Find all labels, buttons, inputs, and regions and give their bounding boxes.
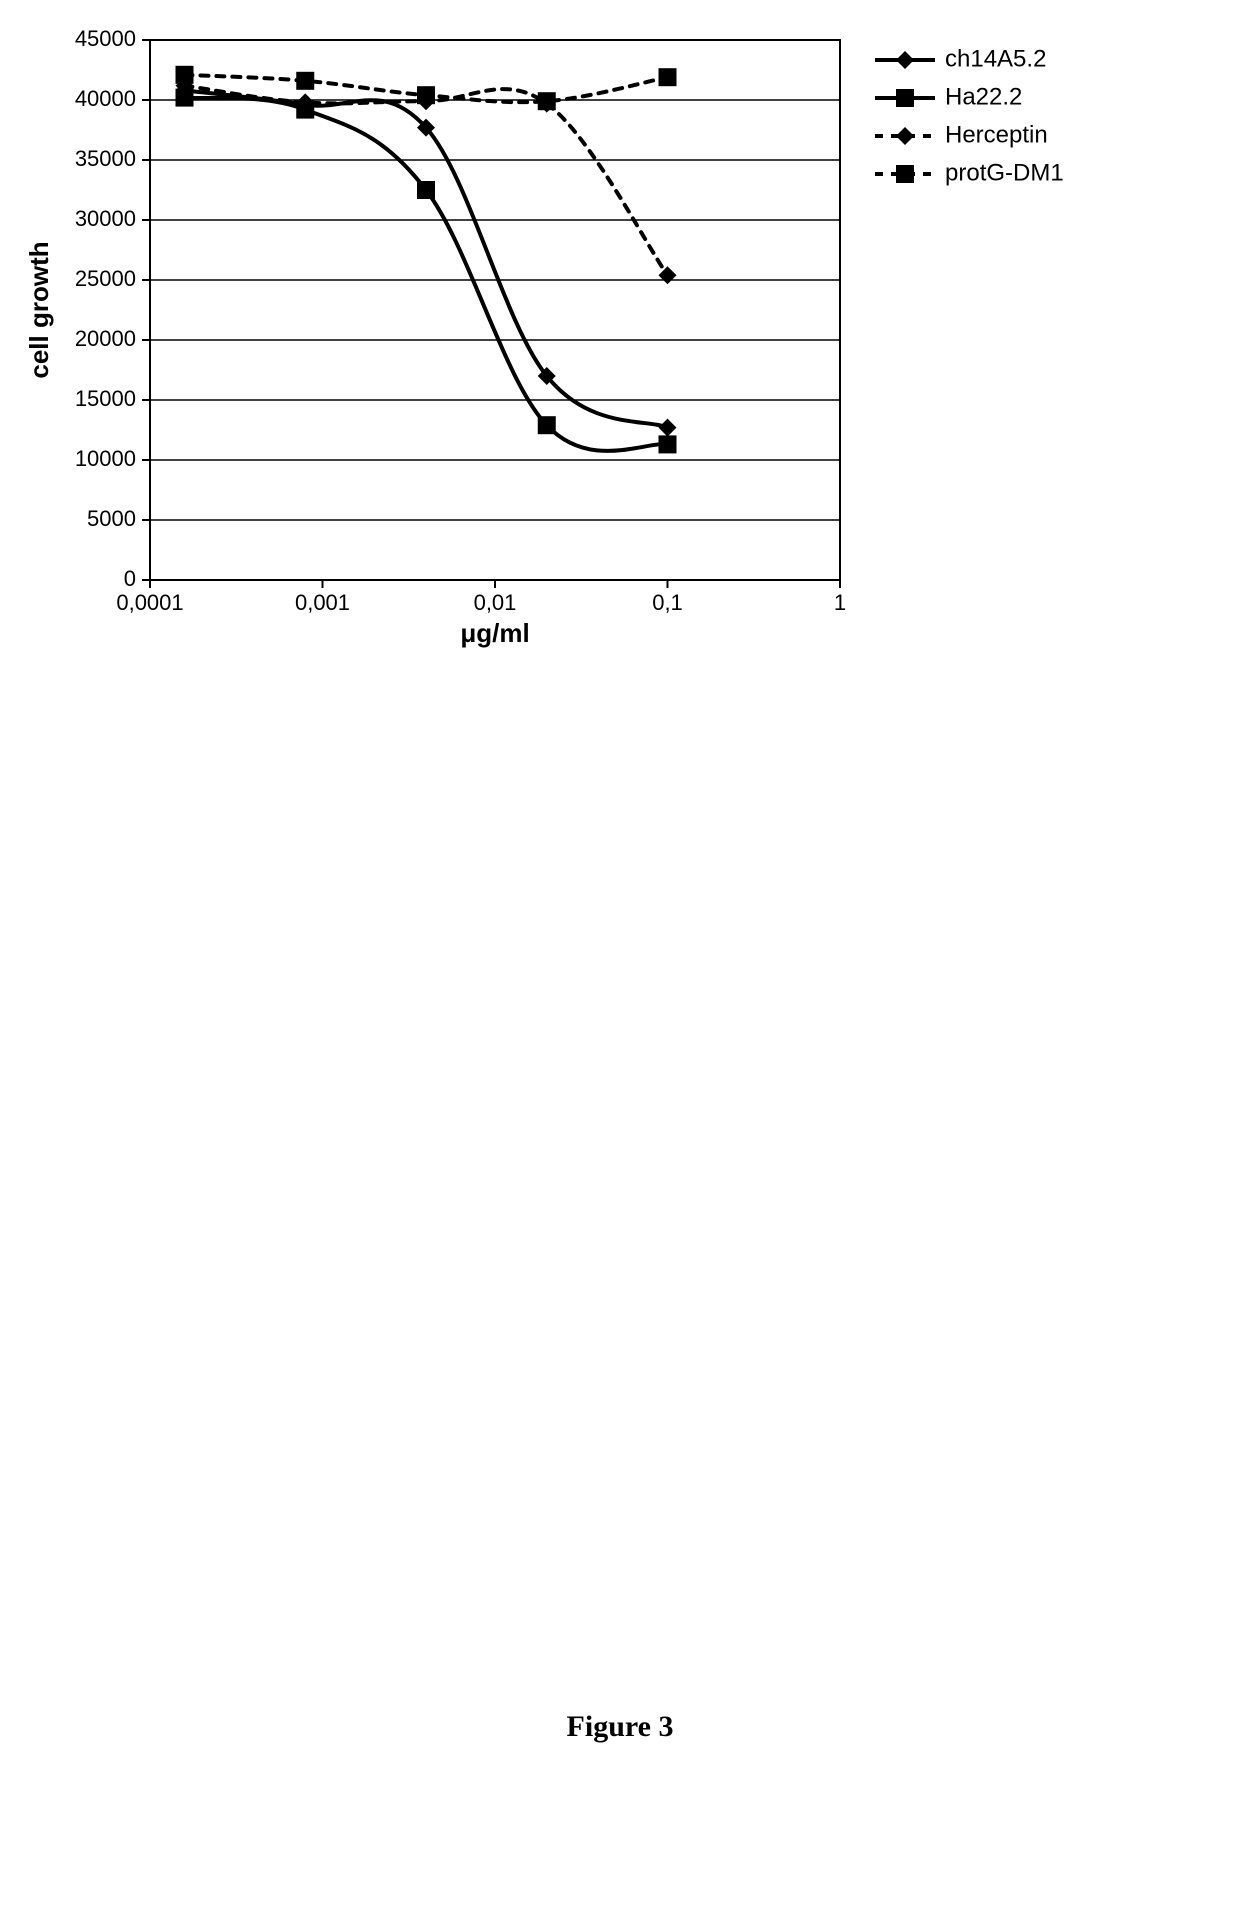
svg-text:ch14A5.2: ch14A5.2: [945, 45, 1046, 72]
svg-text:cell growth: cell growth: [24, 241, 54, 378]
svg-text:0: 0: [124, 566, 136, 591]
svg-text:30000: 30000: [75, 206, 136, 231]
svg-text:0,01: 0,01: [474, 590, 517, 615]
svg-text:Ha22.2: Ha22.2: [945, 83, 1022, 110]
svg-text:20000: 20000: [75, 326, 136, 351]
svg-text:25000: 25000: [75, 266, 136, 291]
chart-legend: ch14A5.2 Ha22.2 Herceptin protG-DM1: [870, 20, 1130, 240]
svg-text:15000: 15000: [75, 386, 136, 411]
svg-text:1: 1: [834, 590, 846, 615]
svg-text:protG-DM1: protG-DM1: [945, 159, 1064, 186]
svg-text:10000: 10000: [75, 446, 136, 471]
svg-text:Herceptin: Herceptin: [945, 121, 1048, 148]
svg-text:0,0001: 0,0001: [116, 590, 183, 615]
svg-text:0,1: 0,1: [652, 590, 683, 615]
svg-text:35000: 35000: [75, 146, 136, 171]
svg-text:5000: 5000: [87, 506, 136, 531]
chart-container: 0 5000 10000 15000 20000 25000 30000 35000 40000…: [20, 20, 1220, 660]
svg-text:μg/ml: μg/ml: [460, 618, 529, 648]
svg-text:45000: 45000: [75, 26, 136, 51]
svg-text:40000: 40000: [75, 86, 136, 111]
svg-text:0,001: 0,001: [295, 590, 350, 615]
figure-caption: Figure 3: [20, 1710, 1220, 1744]
cell-growth-chart: 0 5000 10000 15000 20000 25000 30000 35000 40000…: [20, 20, 870, 660]
